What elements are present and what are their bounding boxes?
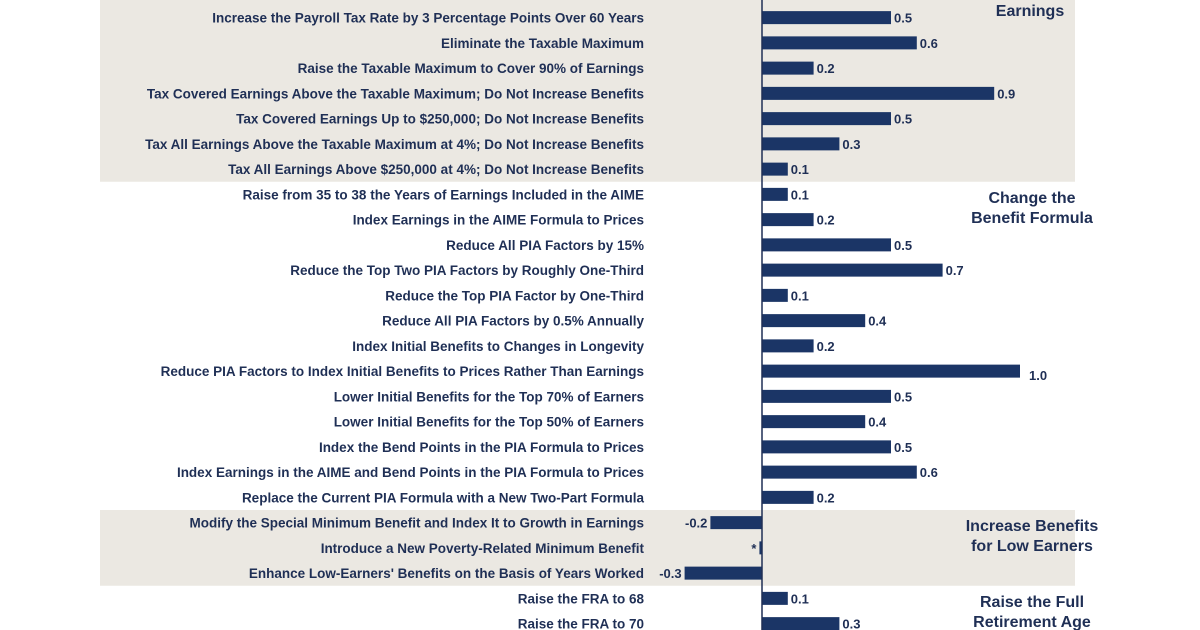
value-labels-layer: 0.5 0.6 0.2 0.9 0.5 0.3 0.1 0.1 0.2 0.5 0.7 0.1 0.4 0… [659,11,1047,630]
option-label: Reduce PIA Factors to Index Initial Bene… [161,364,644,379]
bar [762,86,995,100]
option-label: Raise the FRA to 70 [518,617,644,630]
option-label: Tax Covered Earnings Up to $250,000; Do … [236,112,644,127]
bar-value-label: -0.3 [659,566,681,581]
option-label: Index Earnings in the AIME Formula to Pr… [353,213,644,228]
group-title: Raise the Full [980,594,1084,611]
option-label: Increase the Payroll Tax Rate by 3 Perce… [212,11,644,26]
bar-value-label: 0.1 [791,591,809,606]
bar [762,187,788,201]
bar [762,112,891,126]
group-title: Benefit Formula [971,210,1093,227]
bar [762,36,917,50]
group-shade-band [100,510,1075,586]
bar [762,415,866,429]
option-label: Modify the Special Minimum Benefit and I… [189,516,644,531]
bar-value-label: * [751,541,757,556]
bar [762,364,1020,378]
bar [762,440,891,454]
bar-value-label: 0.3 [842,137,860,152]
group-title: Earnings [996,3,1065,20]
option-label: Reduce the Top PIA Factor by One-Third [385,288,644,303]
bar-value-label: 0.9 [997,86,1015,101]
option-label: Lower Initial Benefits for the Top 70% o… [334,389,644,404]
bar-value-label: 0.5 [894,11,912,26]
bar [684,566,762,580]
bar [762,61,814,75]
bar [762,11,891,25]
bar-value-label: 0.5 [894,238,912,253]
option-label: Lower Initial Benefits for the Top 50% o… [334,415,644,430]
bar-value-label: 0.2 [817,490,835,505]
bar-value-label: 0.1 [791,162,809,177]
bar-value-label: 0.2 [817,61,835,76]
bar [710,516,762,530]
bar-value-label: 0.5 [894,440,912,455]
bar [762,263,943,277]
bar-value-label: 0.2 [817,339,835,354]
option-label: Raise the Taxable Maximum to Cover 90% o… [298,61,644,76]
option-label: Index the Bend Points in the PIA Formula… [319,440,644,455]
option-label: Reduce the Top Two PIA Factors by Roughl… [290,263,644,278]
bar-value-label: 0.4 [868,314,887,329]
bar [762,617,840,630]
bar-value-label: 1.0 [1029,368,1047,383]
option-label: Introduce a New Poverty-Related Minimum … [321,541,645,556]
bar-value-label: 0.5 [894,389,912,404]
option-label: Reduce All PIA Factors by 15% [446,238,644,253]
group-title: Retirement Age [973,614,1091,630]
bar-value-label: 0.6 [920,36,938,51]
bar-value-label: 0.1 [791,288,809,303]
bar [762,314,866,328]
group-title: for Low Earners [971,538,1093,555]
bar-value-label: 0.4 [868,415,887,430]
option-label: Eliminate the Taxable Maximum [441,36,644,51]
bar [762,490,814,504]
bar [762,591,788,605]
group-title: Increase Benefits [966,518,1099,535]
bar-value-label: 0.3 [842,617,860,630]
bar [762,465,917,479]
option-label: Index Initial Benefits to Changes in Lon… [352,339,644,354]
bar-value-label: 0.7 [946,263,964,278]
option-label: Reduce All PIA Factors by 0.5% Annually [382,314,644,329]
bar [762,162,788,176]
option-label: Index Earnings in the AIME and Bend Poin… [177,465,644,480]
option-label: Raise from 35 to 38 the Years of Earning… [243,187,644,202]
option-label: Enhance Low-Earners' Benefits on the Bas… [249,566,644,581]
bar [762,137,840,151]
bar-value-label: 0.5 [894,112,912,127]
bar-value-label: 0.6 [920,465,938,480]
bar [762,213,814,227]
option-label: Tax All Earnings Above $250,000 at 4%; D… [228,162,644,177]
option-label: Tax All Earnings Above the Taxable Maxim… [145,137,644,152]
bar [762,389,891,403]
bar [759,541,762,555]
bar [762,288,788,302]
bar-value-label: 0.2 [817,213,835,228]
option-label: Raise the FRA to 68 [518,591,645,606]
bar [762,339,814,353]
group-title: Change the [988,190,1075,207]
bar [762,238,891,252]
bars-layer [684,11,1020,630]
option-labels-layer: Increase the Payroll Tax Rate by 3 Perce… [145,11,644,630]
option-label: Tax Covered Earnings Above the Taxable M… [147,86,644,101]
option-label: Replace the Current PIA Formula with a N… [242,490,645,505]
bar-value-label: -0.2 [685,516,707,531]
group-titles-layer: Earnings Change the Benefit Formula Increas… [966,3,1099,630]
bar-value-label: 0.1 [791,187,809,202]
